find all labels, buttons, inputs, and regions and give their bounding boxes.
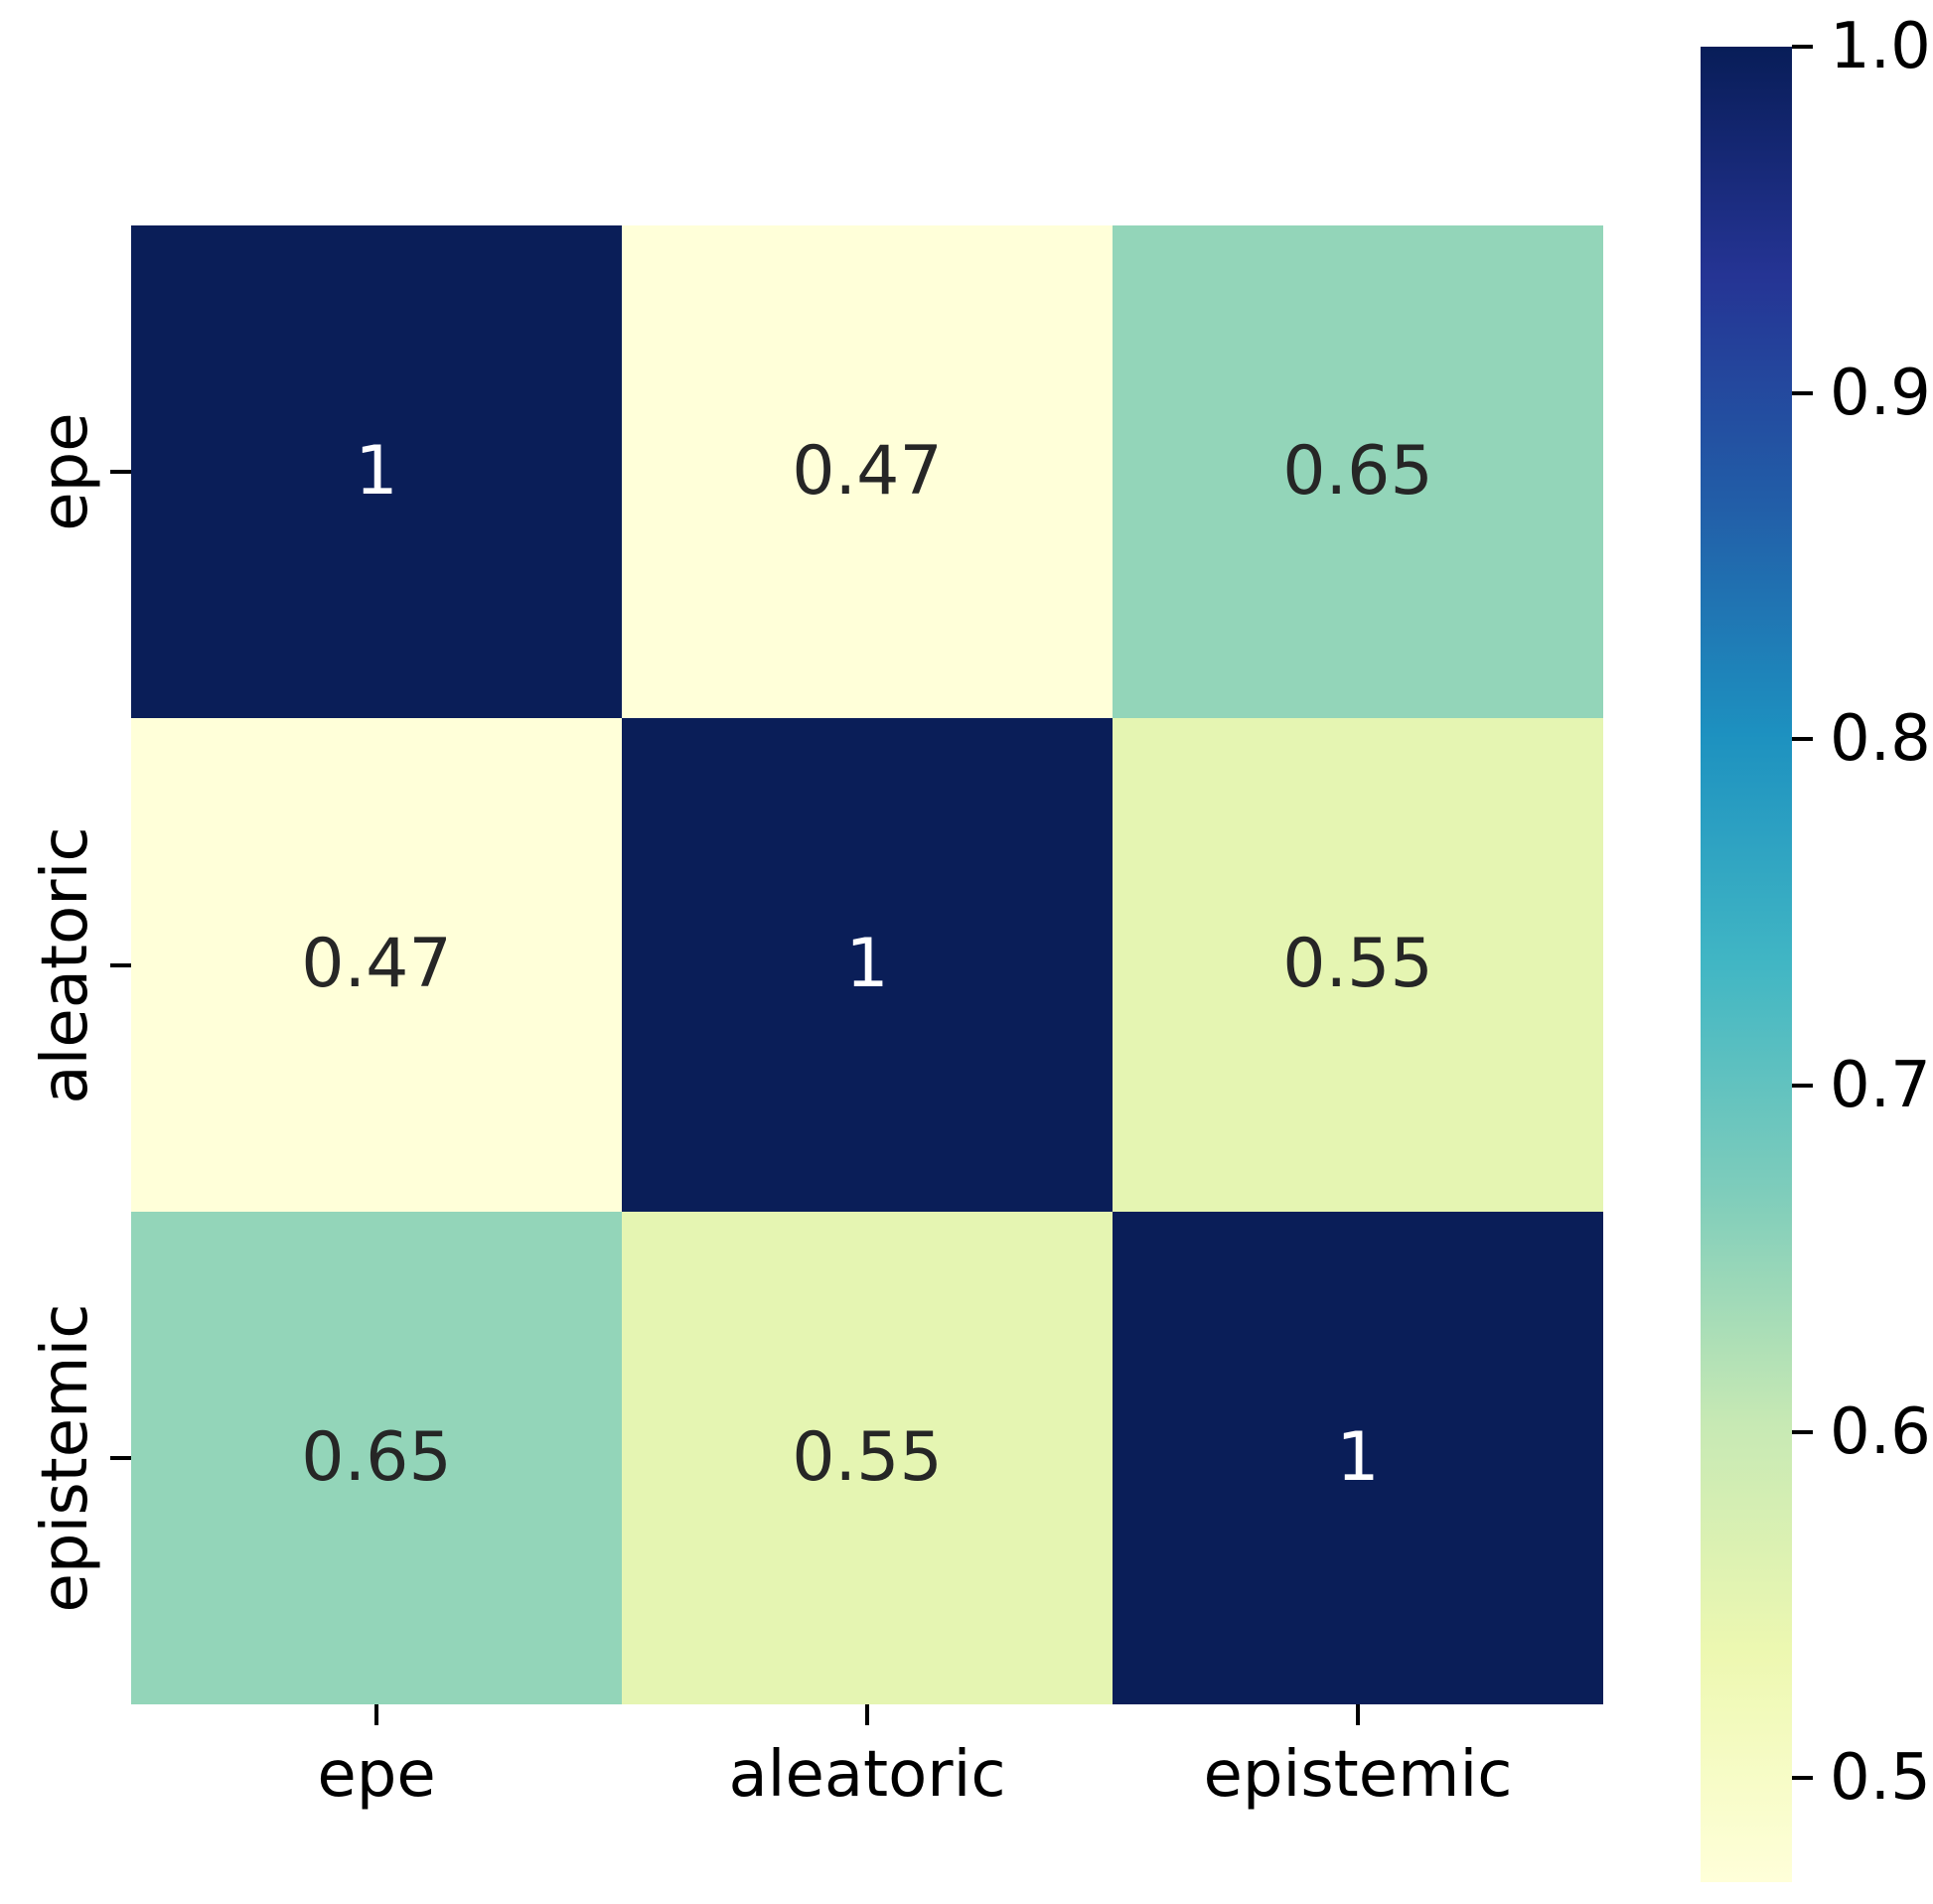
y-tick-label-epistemic: epistemic [29, 1303, 102, 1613]
y-axis-tick [110, 470, 131, 475]
cell-value: 0.65 [1282, 432, 1433, 512]
heatmap-cell: 1 [131, 225, 622, 719]
y-axis-tick [110, 1455, 131, 1460]
cell-value: 1 [845, 925, 889, 1004]
heatmap-cell: 0.55 [1113, 718, 1603, 1212]
cell-value: 0.55 [1282, 925, 1433, 1004]
colorbar-tick-mark [1792, 1776, 1813, 1781]
heatmap-cell: 0.55 [622, 1211, 1113, 1704]
cell-value: 0.47 [301, 925, 452, 1004]
cell-value: 0.55 [792, 1417, 943, 1497]
cell-value: 1 [355, 432, 398, 512]
cell-value: 0.47 [792, 432, 943, 512]
colorbar-tick-label: 0.6 [1830, 1394, 1931, 1469]
y-axis-tick [110, 962, 131, 967]
colorbar-tick-label: 0.5 [1830, 1741, 1931, 1816]
colorbar-tick-label: 1.0 [1830, 10, 1931, 83]
x-tick-label-epistemic: epistemic [1203, 1738, 1513, 1812]
heatmap-cell: 0.47 [622, 225, 1113, 719]
x-tick-label-aleatoric: aleatoric [728, 1738, 1006, 1812]
cell-value: 0.65 [301, 1417, 452, 1497]
colorbar-tick-mark [1792, 1084, 1813, 1089]
y-tick-label-aleatoric: aleatoric [29, 825, 102, 1104]
colorbar-tick-mark [1792, 390, 1813, 395]
colorbar-tick-mark [1792, 737, 1813, 742]
heatmap-cell: 0.65 [1113, 225, 1603, 719]
y-tick-label-epe: epe [29, 412, 102, 531]
x-axis-tick [1355, 1704, 1360, 1725]
heatmap-cell: 1 [622, 718, 1113, 1212]
colorbar-tick-label: 0.7 [1830, 1049, 1931, 1123]
colorbar-tick-label: 0.8 [1830, 702, 1931, 777]
x-axis-tick [374, 1704, 378, 1725]
colorbar-tick-mark [1792, 1429, 1813, 1434]
heatmap-cell: 0.65 [131, 1211, 622, 1704]
correlation-heatmap: 1 0.47 0.65 0.47 1 0.55 0.65 0.55 1 epe … [29, 225, 1603, 1812]
colorbar: 1.0 0.9 0.8 0.7 0.6 0.5 [1701, 10, 1931, 1882]
x-tick-label-epe: epe [317, 1738, 436, 1812]
heatmap-cell: 1 [1113, 1211, 1603, 1704]
cell-value: 1 [1336, 1417, 1380, 1497]
heatmap-cell: 0.47 [131, 718, 622, 1212]
x-axis-tick [865, 1704, 869, 1725]
colorbar-tick-mark [1792, 45, 1813, 49]
colorbar-tick-label: 0.9 [1830, 356, 1931, 430]
